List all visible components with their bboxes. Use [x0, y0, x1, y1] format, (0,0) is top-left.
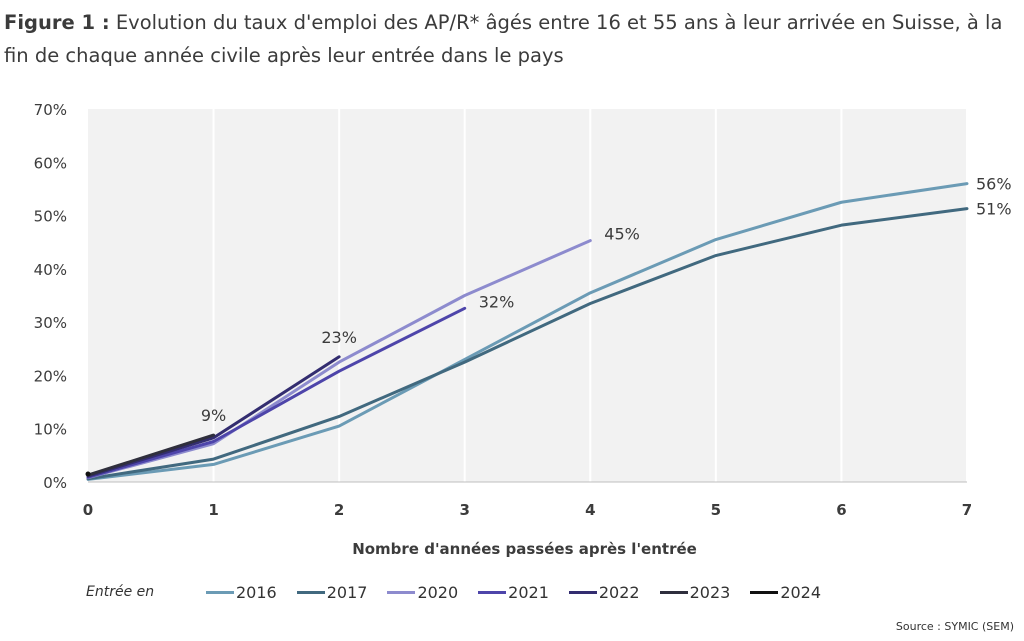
- series-2024: [85, 471, 91, 477]
- legend-item-2020: 2020: [387, 583, 458, 602]
- legend-label: 2016: [236, 582, 277, 602]
- series-2016: [86, 182, 969, 481]
- legend-item-2023: 2023: [659, 582, 731, 602]
- legend-item-2021: 2021: [478, 583, 549, 602]
- plot-area: [88, 109, 967, 482]
- legend-item-2024: 2024: [750, 583, 821, 602]
- legend-label: 2021: [508, 582, 549, 602]
- legend-label: 2022: [598, 582, 640, 602]
- legend-label: 2024: [780, 582, 822, 602]
- x-axis-title: Nombre d'années passées après l'entrée: [352, 540, 697, 558]
- data-label: 23%: [321, 328, 357, 347]
- x-tick-label: 1: [208, 501, 218, 519]
- legend-label: 2020: [417, 582, 459, 602]
- series-2017: [86, 207, 969, 481]
- title-text: Evolution du taux d'emploi des AP/R* âgé…: [4, 11, 1003, 67]
- data-label: 56%: [976, 175, 1012, 194]
- y-tick-label: 20%: [34, 367, 67, 385]
- series-line: [86, 182, 969, 481]
- legend-swatch: [750, 590, 779, 594]
- y-tick-label: 70%: [34, 101, 67, 119]
- y-tick-label: 10%: [34, 421, 67, 439]
- legend-lead: Entrée en: [86, 584, 155, 600]
- legend-item-2017: 2017: [296, 582, 368, 602]
- series-point: [85, 471, 91, 477]
- data-label: 45%: [604, 225, 640, 244]
- series-2023: [86, 433, 216, 477]
- legend-items: 2016 2017 2020 2021 2022 2023 2024: [206, 583, 841, 602]
- series-line: [86, 355, 341, 478]
- x-tick-label: 0: [83, 501, 93, 519]
- legend-item-2022: 2022: [568, 582, 640, 602]
- legend-swatch: [478, 590, 507, 594]
- x-tick-label: 6: [836, 501, 846, 519]
- series-line: [86, 433, 216, 477]
- series-line: [86, 207, 969, 481]
- series-line: [86, 306, 467, 479]
- x-tick-label: 3: [459, 501, 469, 519]
- source-note: Source : SYMIC (SEM): [895, 620, 1014, 633]
- x-tick-label: 4: [585, 501, 595, 519]
- legend-label: 2017: [326, 582, 368, 602]
- legend-swatch: [206, 590, 234, 594]
- figure-number: Figure 1 :: [4, 11, 110, 34]
- data-label: 51%: [976, 200, 1012, 219]
- series-line: [86, 239, 592, 480]
- y-tick-label: 50%: [34, 208, 67, 226]
- chart-title: Figure 1 : Evolution du taux d'emploi de…: [4, 6, 1014, 72]
- legend-swatch: [296, 590, 325, 594]
- y-tick-label: 0%: [43, 474, 67, 492]
- data-label: 9%: [201, 406, 226, 425]
- legend-swatch: [659, 590, 688, 594]
- x-tick-label: 2: [334, 501, 344, 519]
- legend-label: 2023: [689, 582, 731, 602]
- y-tick-label: 30%: [34, 314, 67, 332]
- x-tick-label: 7: [962, 501, 972, 519]
- series-2021: [86, 306, 467, 479]
- legend-swatch: [568, 590, 597, 594]
- legend-item-2016: 2016: [206, 583, 277, 602]
- legend: Entrée en 2016 2017 2020 2021 2022 2023 2024: [86, 578, 841, 606]
- x-tick-label: 5: [711, 501, 721, 519]
- y-tick-label: 40%: [34, 261, 67, 279]
- legend-swatch: [387, 590, 416, 594]
- series-2022: [86, 355, 341, 478]
- data-label: 32%: [479, 292, 515, 311]
- series-2020: [86, 239, 592, 480]
- y-tick-label: 60%: [34, 154, 67, 172]
